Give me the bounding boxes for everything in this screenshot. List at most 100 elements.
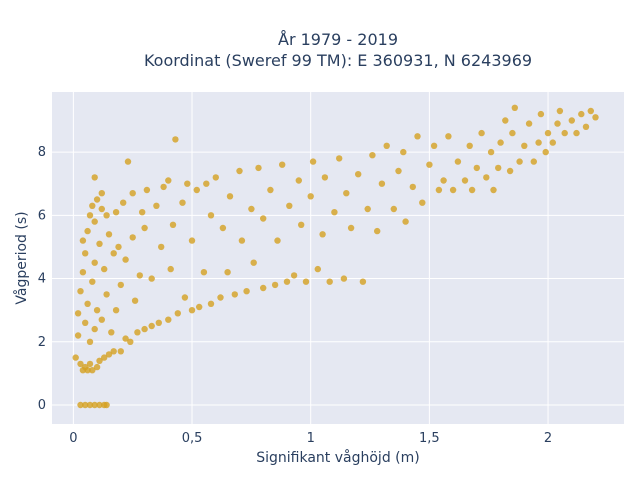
data-point	[525, 120, 533, 127]
data-point	[587, 107, 594, 115]
data-point	[355, 171, 362, 178]
data-point	[91, 401, 98, 409]
data-point	[188, 307, 196, 314]
data-point	[105, 231, 113, 238]
data-point	[307, 193, 314, 200]
data-point	[86, 401, 94, 409]
y-tick-label: 8	[38, 145, 46, 160]
data-point	[129, 234, 136, 241]
data-point	[260, 215, 267, 222]
data-point	[426, 161, 433, 168]
data-point	[86, 360, 94, 368]
chart-title: År 1979 - 2019	[278, 30, 398, 49]
data-point	[77, 288, 84, 295]
data-point	[364, 205, 371, 213]
plot-area	[52, 92, 624, 424]
data-point	[449, 186, 457, 194]
data-point	[200, 269, 208, 276]
data-point	[343, 190, 350, 197]
data-point	[298, 221, 305, 228]
data-point	[105, 351, 113, 358]
data-point	[122, 335, 129, 342]
data-point	[141, 325, 148, 333]
data-point	[77, 360, 84, 368]
data-point	[378, 180, 386, 187]
tick-layer: 0 0,5 1 1,5 2 0 2 4 6 8	[38, 145, 552, 446]
data-point	[549, 139, 556, 146]
data-point	[89, 278, 96, 285]
data-point	[260, 284, 267, 292]
x-tick-label: 0,5	[182, 431, 203, 446]
data-point	[139, 209, 146, 216]
data-point	[573, 129, 580, 137]
data-point	[542, 148, 549, 156]
data-point	[96, 357, 103, 364]
data-point	[419, 199, 426, 206]
data-point	[271, 281, 279, 289]
data-point	[112, 307, 120, 314]
data-point	[250, 259, 257, 266]
data-point	[174, 310, 181, 317]
data-point	[290, 272, 298, 279]
data-point	[554, 120, 561, 127]
data-point	[402, 218, 409, 225]
data-point	[561, 129, 568, 137]
data-point	[127, 338, 134, 345]
data-point	[461, 177, 469, 184]
data-point	[466, 142, 473, 149]
data-point	[511, 104, 518, 112]
data-point	[188, 237, 196, 244]
y-axis-title: Vågperiod (s)	[13, 211, 30, 304]
data-point	[184, 180, 191, 187]
data-point	[283, 278, 291, 285]
data-point	[108, 329, 115, 336]
data-point	[115, 243, 122, 251]
data-point	[84, 227, 91, 235]
data-point	[454, 158, 462, 165]
data-point	[203, 180, 210, 187]
data-point	[196, 303, 203, 311]
data-point	[274, 237, 281, 244]
data-point	[82, 319, 89, 326]
data-point	[430, 142, 438, 149]
data-point	[390, 205, 397, 213]
data-point	[279, 161, 286, 168]
data-point	[435, 186, 443, 194]
data-point	[134, 329, 141, 336]
data-point	[224, 269, 231, 276]
data-point	[84, 367, 91, 374]
data-point	[509, 129, 516, 137]
data-point	[506, 167, 514, 175]
data-point	[521, 142, 528, 149]
y-tick-label: 2	[38, 335, 46, 350]
data-point	[295, 177, 302, 184]
data-point	[321, 174, 329, 181]
data-point	[255, 164, 262, 172]
data-point	[165, 177, 172, 184]
data-point	[309, 158, 317, 165]
data-point	[181, 294, 189, 301]
data-point	[179, 199, 186, 206]
data-point	[91, 218, 98, 225]
data-point	[98, 316, 106, 323]
data-point	[93, 307, 101, 314]
data-point	[226, 193, 234, 200]
data-point	[91, 325, 98, 333]
data-point	[165, 316, 172, 323]
data-point	[530, 158, 537, 165]
y-tick-label: 0	[38, 398, 46, 413]
data-point	[91, 259, 98, 266]
data-point	[86, 212, 94, 219]
point-layer	[72, 104, 599, 409]
data-point	[497, 139, 504, 146]
data-point	[445, 133, 452, 140]
data-point	[103, 401, 110, 409]
data-point	[93, 363, 101, 371]
data-point	[440, 177, 447, 184]
data-point	[340, 275, 348, 282]
data-point	[79, 269, 87, 276]
data-point	[238, 237, 246, 244]
data-point	[359, 278, 367, 285]
data-point	[267, 186, 274, 194]
